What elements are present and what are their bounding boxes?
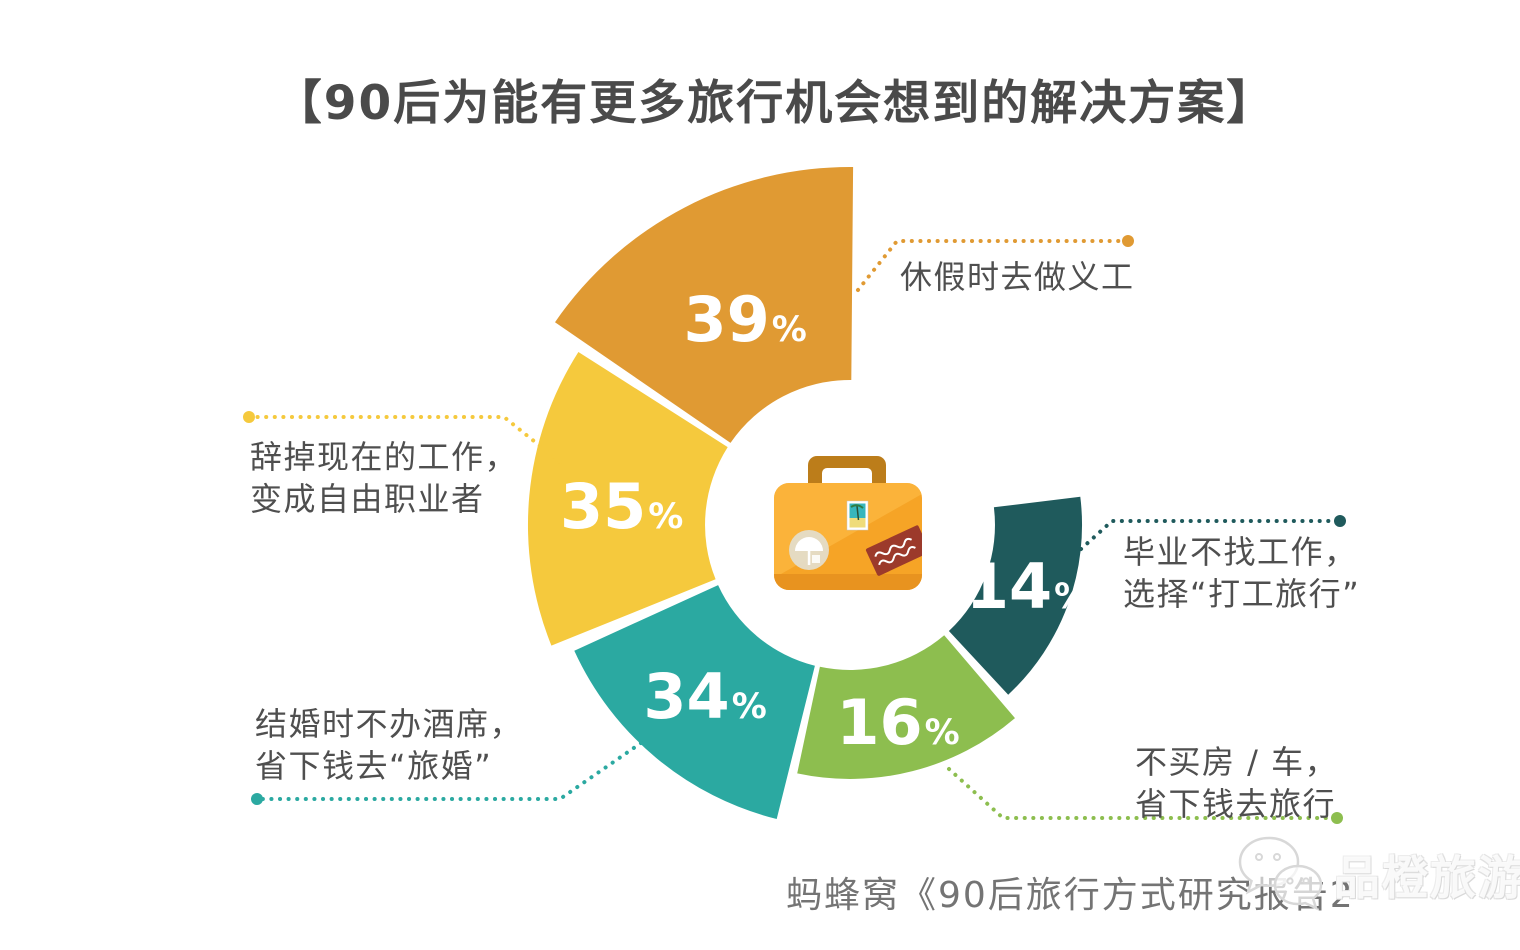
luggage-tag-sticker xyxy=(865,525,922,576)
leader-dot-working-holiday xyxy=(1334,515,1346,527)
leader-line-freelance xyxy=(247,415,562,464)
slice-label-working-holiday: 毕业不找工作， 选择“打工旅行” xyxy=(1123,533,1361,613)
slice-label-no-house-car: 不买房 / 车， 省下钱去旅行 xyxy=(1135,743,1339,823)
watermark: 品橙旅游 xyxy=(1232,832,1520,918)
slice-value-working-holiday: 14% xyxy=(965,549,1090,623)
pie-slice-travel-wedding xyxy=(574,585,815,819)
leader-dot-no-house-car xyxy=(1331,812,1343,824)
leader-line-travel-wedding xyxy=(255,741,643,801)
leader-dot-freelance xyxy=(243,411,255,423)
slice-value-travel-wedding: 34% xyxy=(643,660,767,734)
pie-slice-no-house-car xyxy=(797,635,1015,779)
slice-label-volunteer: 休假时去做义工 xyxy=(900,258,1135,296)
leader-line-no-house-car xyxy=(947,767,1339,820)
leader-dot-travel-wedding xyxy=(251,793,263,805)
watermark-text: 品橙旅游 xyxy=(1334,851,1520,905)
leader-line-volunteer xyxy=(856,239,1130,292)
beach-sticker xyxy=(846,500,869,531)
pie-slice-freelance xyxy=(527,352,728,646)
slice-label-travel-wedding: 结婚时不办酒席， 省下钱去“旅婚” xyxy=(255,705,524,785)
slice-value-no-house-car: 16% xyxy=(836,686,960,760)
pie-slices xyxy=(527,166,1083,819)
wechat-logo-icon xyxy=(1238,836,1323,911)
suitcase-icon xyxy=(774,456,922,590)
pie-slice-working-holiday xyxy=(948,496,1083,695)
page-title: 【90后为能有更多旅行机会想到的解决方案】 xyxy=(274,76,1276,131)
pie-slice-volunteer xyxy=(555,166,854,443)
leader-dot-volunteer xyxy=(1122,235,1134,247)
leader-lines xyxy=(243,235,1346,824)
slice-value-volunteer: 39% xyxy=(683,283,807,357)
slice-value-freelance: 35% xyxy=(560,470,684,543)
slice-label-freelance: 辞掉现在的工作， 变成自由职业者 xyxy=(250,438,519,518)
leader-line-working-holiday xyxy=(1079,519,1342,551)
umbrella-sticker xyxy=(789,530,829,570)
